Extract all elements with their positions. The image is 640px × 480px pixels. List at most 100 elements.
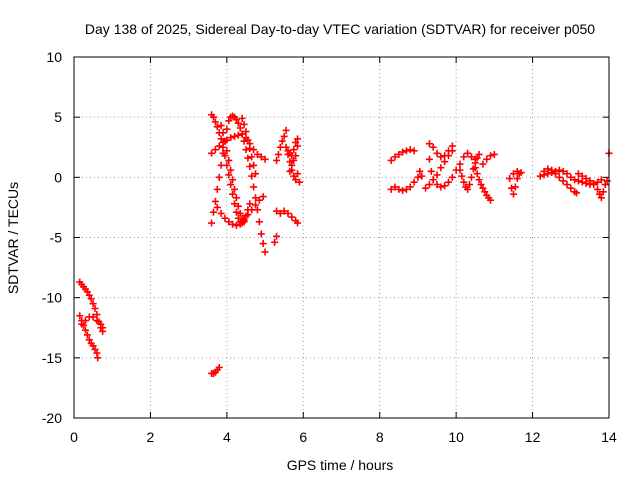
y-tick-label: 10 [46, 49, 62, 65]
data-point [567, 173, 575, 181]
data-point [246, 163, 254, 171]
data-point [238, 214, 246, 222]
x-tick-label: 0 [70, 429, 78, 445]
data-point [91, 345, 99, 353]
data-point [395, 185, 403, 193]
data-point [246, 200, 254, 208]
data-point [445, 178, 452, 186]
data-point [441, 182, 449, 190]
data-point [582, 175, 590, 183]
x-tick-label: 2 [147, 429, 155, 445]
data-point [240, 137, 248, 145]
data-point [93, 317, 101, 325]
data-point [594, 185, 602, 193]
data-point [402, 147, 410, 155]
data-point [511, 183, 519, 191]
x-tick-label: 12 [525, 429, 541, 445]
y-axis-label: SDTVAR / TECUs [5, 182, 21, 294]
data-point [280, 132, 288, 140]
data-point [578, 172, 586, 180]
series-arc-c [78, 313, 107, 332]
series-arc-f [208, 112, 269, 256]
data-point [213, 185, 221, 193]
data-point [219, 129, 227, 137]
data-point [261, 155, 269, 163]
data-point [273, 232, 281, 240]
data-point [479, 160, 487, 168]
data-point [574, 177, 582, 185]
data-point [89, 300, 97, 308]
data-point [294, 170, 302, 178]
data-point [278, 137, 286, 145]
data-point [232, 116, 240, 124]
data-point [248, 206, 256, 214]
data-point [395, 150, 403, 158]
x-tick-label: 6 [299, 429, 307, 445]
data-point [211, 118, 219, 126]
data-point [225, 156, 233, 164]
data-point [294, 142, 302, 150]
data-point [240, 218, 248, 226]
data-point [209, 113, 217, 121]
data-point [509, 190, 517, 198]
data-point [433, 181, 441, 189]
data-point [387, 185, 395, 193]
data-point [437, 164, 445, 172]
series-arc-g [208, 130, 269, 163]
data-point [594, 178, 602, 186]
data-point [508, 184, 516, 192]
data-point [273, 156, 281, 164]
series-arc-r [471, 150, 498, 204]
data-points [76, 111, 613, 377]
data-point [89, 342, 97, 350]
data-point [473, 170, 481, 178]
data-point [448, 173, 456, 181]
data-point [292, 176, 300, 184]
data-point [387, 156, 395, 164]
data-point [477, 181, 485, 189]
data-point [76, 312, 84, 320]
data-point [574, 170, 582, 178]
series-arc-k [271, 207, 302, 246]
data-point [246, 144, 254, 152]
data-point [209, 208, 217, 216]
data-point [471, 155, 479, 163]
data-point [458, 172, 466, 180]
data-point [234, 119, 242, 127]
data-point [282, 143, 290, 151]
data-point [481, 188, 489, 196]
data-point [429, 176, 437, 184]
data-point [93, 311, 101, 319]
data-point [536, 172, 544, 180]
data-point [221, 137, 229, 145]
data-point [467, 153, 475, 161]
series-arc-i [217, 122, 248, 226]
data-point [597, 194, 605, 202]
data-point [391, 153, 399, 161]
data-point [544, 170, 552, 178]
data-point [232, 194, 240, 202]
data-point [571, 176, 579, 184]
data-point [257, 153, 265, 161]
data-point [425, 155, 433, 163]
data-point [475, 150, 483, 158]
data-point [274, 150, 282, 158]
chart-title: Day 138 of 2025, Sidereal Day-to-day VTE… [85, 21, 595, 37]
data-point [475, 176, 483, 184]
data-point [599, 188, 607, 196]
data-point [555, 166, 563, 174]
data-point [236, 209, 244, 217]
data-point [208, 149, 216, 157]
data-point [215, 173, 223, 181]
data-point [466, 181, 474, 189]
y-tick-label: 5 [54, 109, 62, 125]
data-point [232, 208, 240, 216]
data-point [471, 164, 479, 172]
series-arc-p [425, 149, 472, 191]
data-point [437, 183, 445, 191]
data-point [460, 178, 468, 186]
x-axis-label: GPS time / hours [287, 457, 394, 473]
data-point [513, 167, 521, 175]
data-point [513, 175, 521, 183]
data-point [215, 142, 223, 150]
